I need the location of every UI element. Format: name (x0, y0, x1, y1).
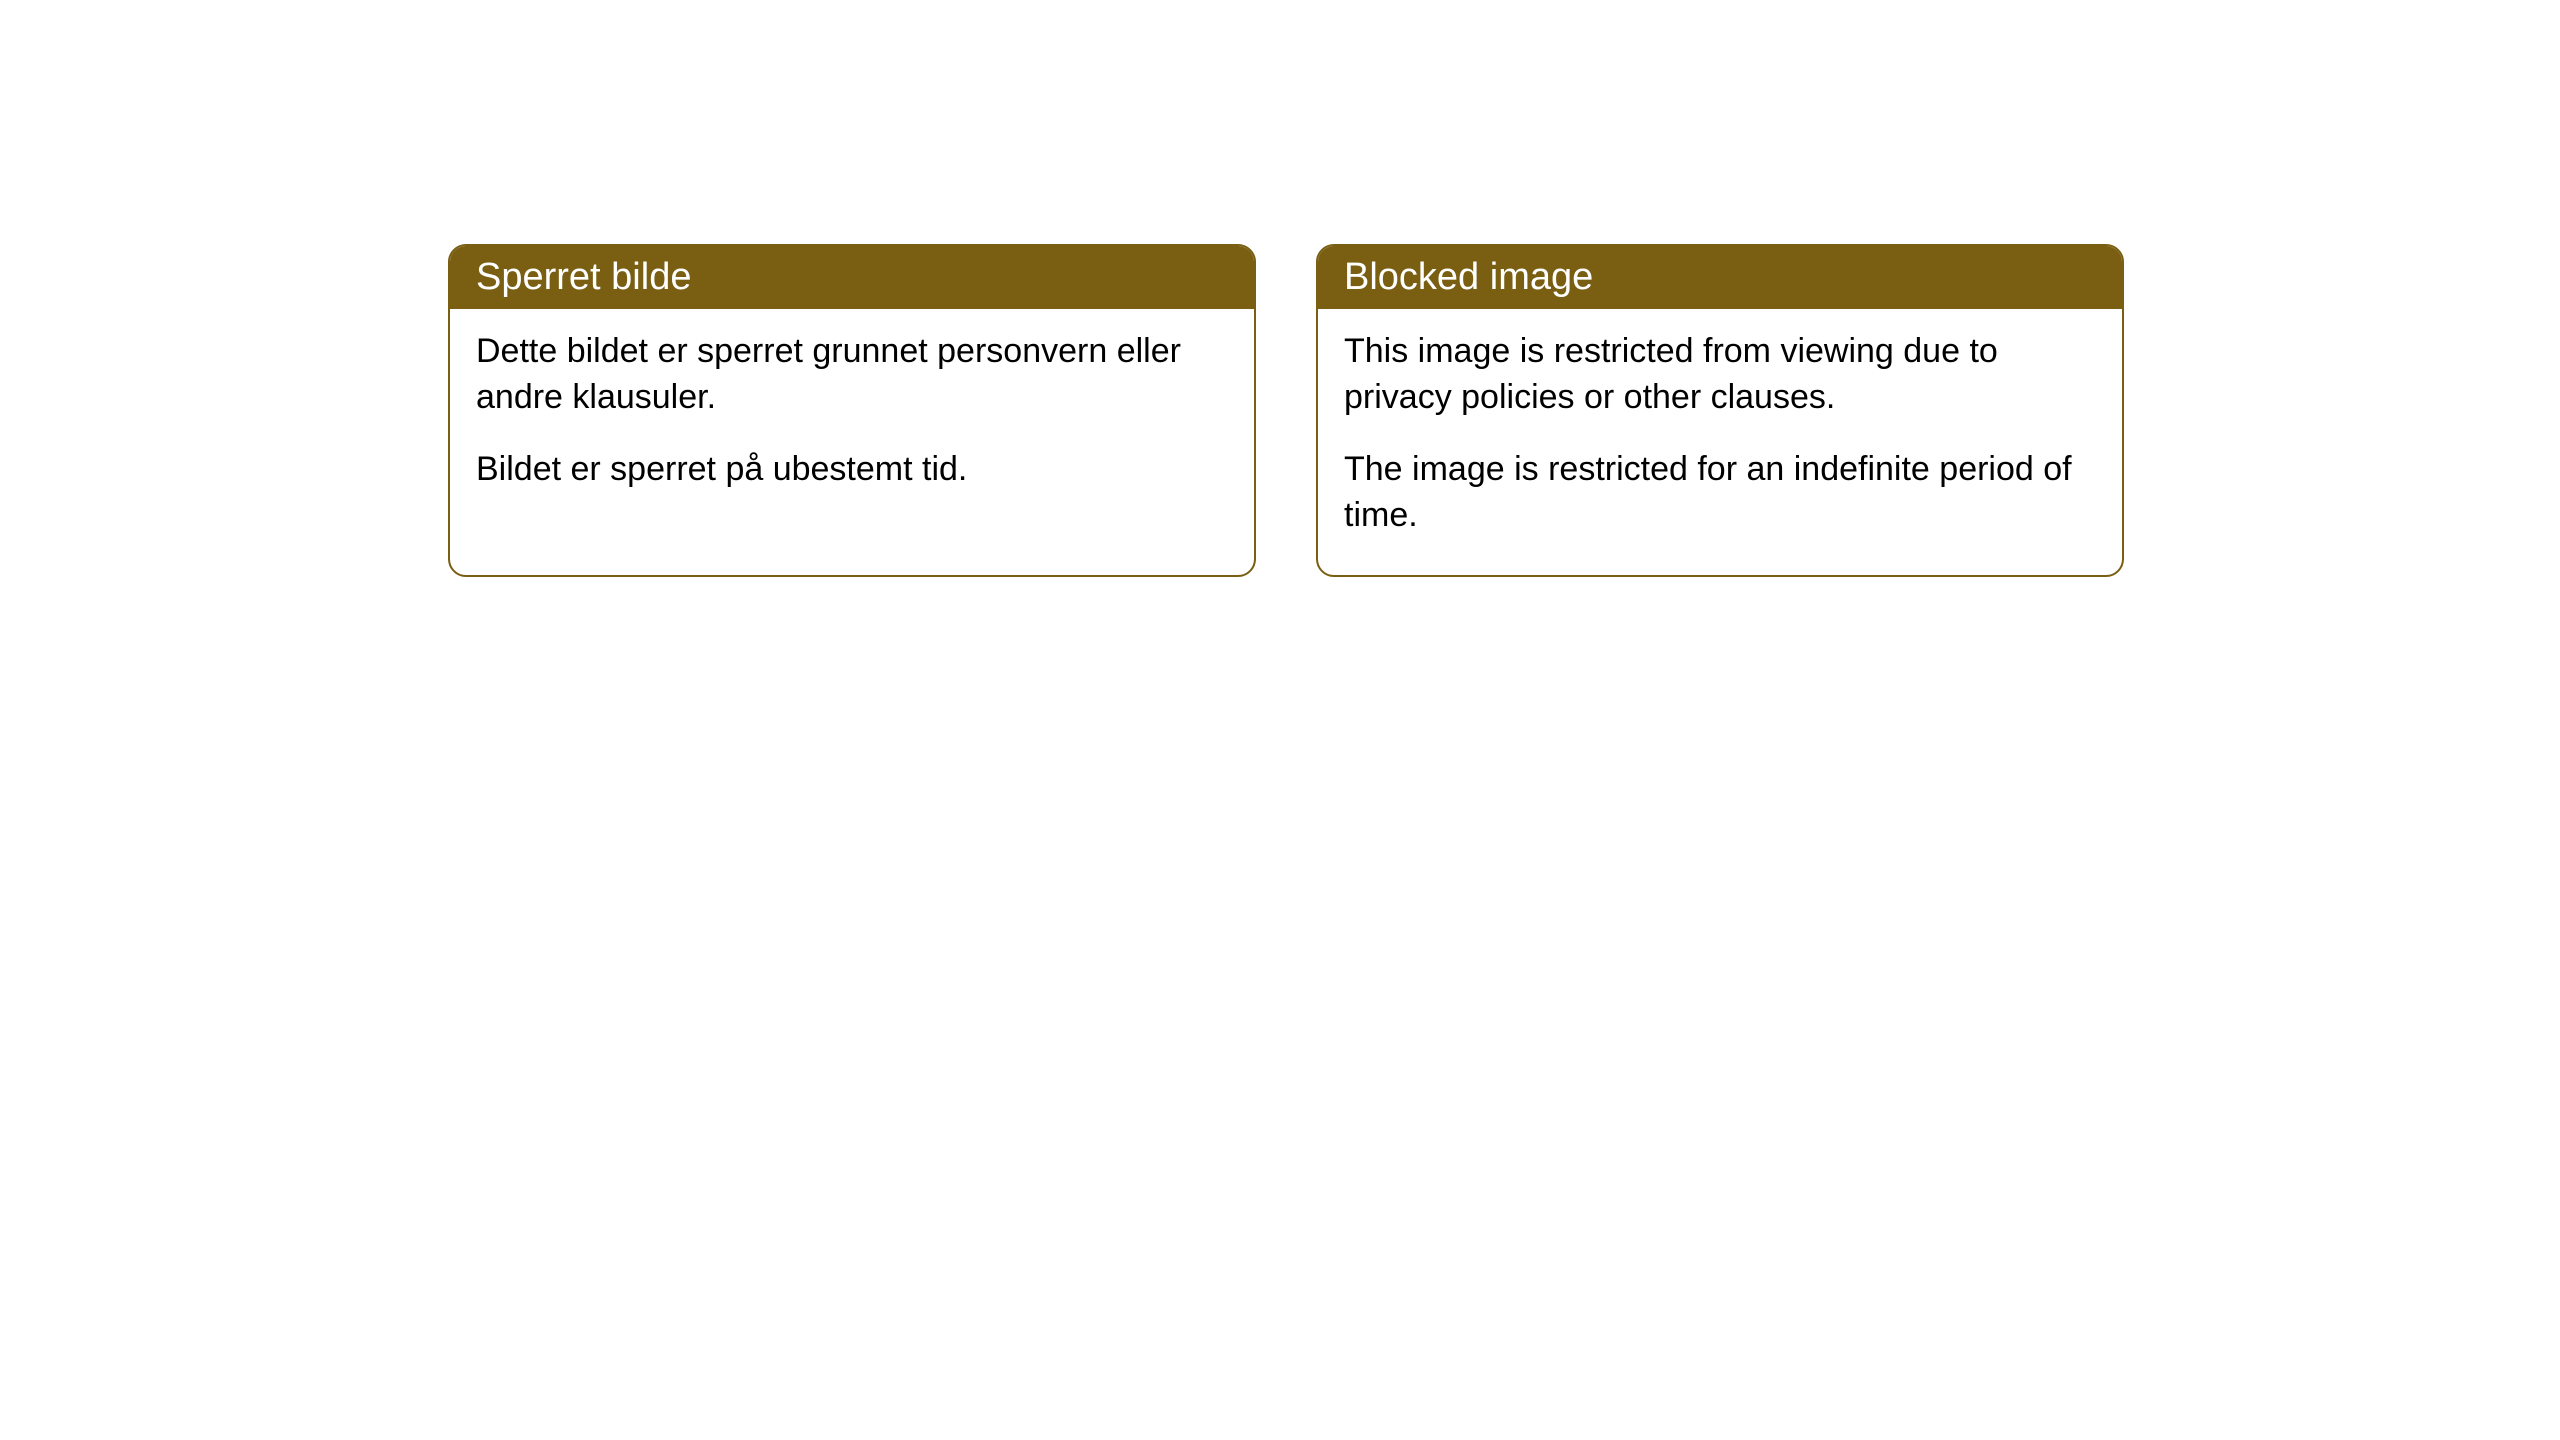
blocked-image-card-english: Blocked image This image is restricted f… (1316, 244, 2124, 577)
card-paragraph-1: Dette bildet er sperret grunnet personve… (476, 329, 1228, 421)
card-title: Sperret bilde (476, 256, 691, 298)
card-paragraph-1: This image is restricted from viewing du… (1344, 329, 2096, 421)
card-body: Dette bildet er sperret grunnet personve… (450, 309, 1254, 529)
blocked-image-card-norwegian: Sperret bilde Dette bildet er sperret gr… (448, 244, 1256, 577)
notice-cards-container: Sperret bilde Dette bildet er sperret gr… (448, 244, 2124, 577)
card-paragraph-2: Bildet er sperret på ubestemt tid. (476, 447, 1228, 493)
card-body: This image is restricted from viewing du… (1318, 309, 2122, 575)
card-header: Blocked image (1318, 246, 2122, 309)
card-title: Blocked image (1344, 256, 1593, 298)
card-paragraph-2: The image is restricted for an indefinit… (1344, 447, 2096, 539)
card-header: Sperret bilde (450, 246, 1254, 309)
